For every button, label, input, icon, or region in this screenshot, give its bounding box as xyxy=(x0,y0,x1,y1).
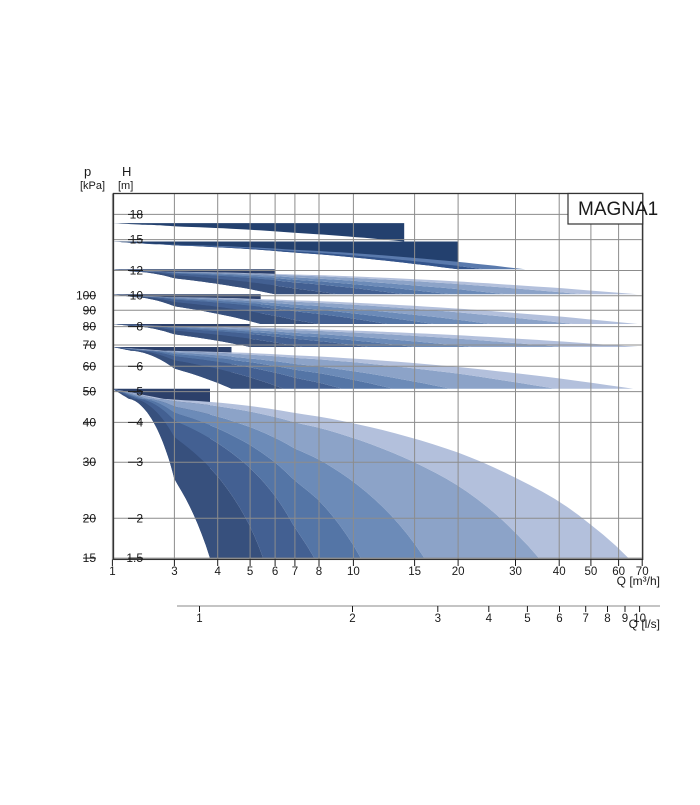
svg-text:1: 1 xyxy=(196,613,202,625)
svg-text:Q [m³/h]: Q [m³/h] xyxy=(617,574,660,588)
svg-text:6: 6 xyxy=(272,566,278,578)
svg-text:[m]: [m] xyxy=(118,180,133,192)
svg-text:8: 8 xyxy=(604,613,610,625)
svg-text:7: 7 xyxy=(582,613,588,625)
svg-text:10: 10 xyxy=(347,566,360,578)
svg-text:9: 9 xyxy=(622,613,628,625)
svg-text:50: 50 xyxy=(585,566,598,578)
svg-text:2: 2 xyxy=(349,613,355,625)
svg-text:p: p xyxy=(84,164,91,179)
svg-text:15: 15 xyxy=(408,566,421,578)
svg-text:8: 8 xyxy=(316,566,322,578)
svg-text:4: 4 xyxy=(214,566,221,578)
svg-text:MAGNA1: MAGNA1 xyxy=(578,199,658,220)
svg-text:3: 3 xyxy=(171,566,177,578)
svg-text:H: H xyxy=(122,164,131,179)
svg-text:5: 5 xyxy=(524,613,530,625)
svg-text:3: 3 xyxy=(435,613,441,625)
svg-text:6: 6 xyxy=(556,613,562,625)
svg-text:[kPa]: [kPa] xyxy=(80,180,105,192)
svg-text:1: 1 xyxy=(109,566,115,578)
svg-text:Q [l/s]: Q [l/s] xyxy=(629,617,660,631)
svg-text:20: 20 xyxy=(452,566,465,578)
svg-text:40: 40 xyxy=(553,566,566,578)
svg-text:5: 5 xyxy=(247,566,253,578)
svg-text:7: 7 xyxy=(292,566,298,578)
svg-text:30: 30 xyxy=(509,566,522,578)
svg-text:4: 4 xyxy=(486,613,493,625)
